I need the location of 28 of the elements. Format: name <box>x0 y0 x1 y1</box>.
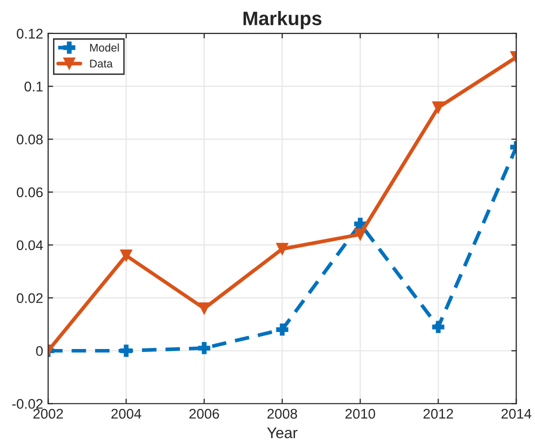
x-tick-label: 2014 <box>502 408 532 419</box>
x-tick-label: 2008 <box>267 408 298 419</box>
legend-label: Data <box>90 60 113 68</box>
point <box>120 344 132 357</box>
x-tick-label: 2012 <box>424 408 454 419</box>
y-tick-label: 0.02 <box>16 293 43 304</box>
point <box>276 324 288 336</box>
y-tick-label: 0.06 <box>16 187 43 198</box>
chart-title: Markups <box>244 11 322 30</box>
x-tick-label: 2002 <box>33 408 63 419</box>
y-tick-label: 0.08 <box>16 134 43 144</box>
point <box>198 342 210 354</box>
point <box>354 228 366 240</box>
point <box>120 249 132 262</box>
y-tick-label: 0.04 <box>16 240 43 250</box>
y-tick-label: 0.1 <box>24 82 43 92</box>
x-tick-label: 2010 <box>345 408 376 419</box>
x-tick-label: 2006 <box>189 408 220 419</box>
point <box>432 101 444 114</box>
y-tick-label: 0.12 <box>16 28 43 39</box>
point <box>198 302 210 315</box>
y-tick-label: -0.02 <box>12 398 43 409</box>
legend-label: Model <box>90 43 119 52</box>
x-axis-title: Year <box>267 428 298 438</box>
point <box>432 320 444 334</box>
y-tick-label: 0 <box>36 346 43 356</box>
point <box>276 242 288 256</box>
x-tick-label: 2004 <box>111 408 142 419</box>
